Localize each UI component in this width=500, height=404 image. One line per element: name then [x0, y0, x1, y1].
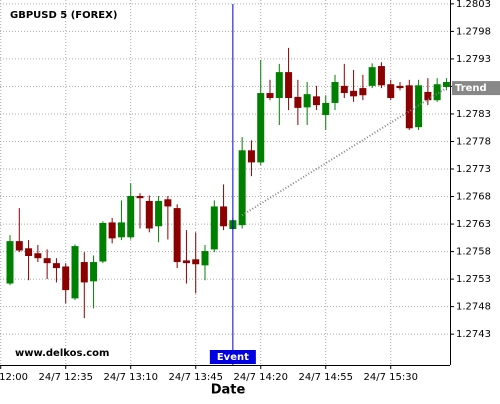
- x-tick-label: 24/7 14:20: [233, 372, 287, 383]
- chart-title: GBPUSD 5 (FOREX): [10, 10, 117, 21]
- candle-body: [331, 82, 339, 103]
- candle-body: [424, 91, 432, 101]
- candle-body: [266, 93, 274, 98]
- x-tick-label: 24/7 13:10: [103, 372, 157, 383]
- candle-body: [182, 260, 190, 264]
- candle-body: [90, 262, 98, 282]
- candle-body: [377, 66, 385, 86]
- candles: [6, 47, 450, 319]
- candle-body: [99, 222, 107, 262]
- x-axis-label: Date: [211, 383, 246, 398]
- candle-body: [6, 241, 14, 284]
- candle-body: [396, 85, 404, 89]
- candle-body: [387, 84, 395, 98]
- candle-body: [145, 200, 153, 229]
- candle-body: [322, 102, 330, 116]
- annotations: 1.2743 1.2748 1.2753 1.2758 1.2763 1.2768 1.27…: [0, 0, 500, 383]
- candle-body: [442, 82, 450, 87]
- x-tick-label: 24/7 15:30: [363, 372, 417, 383]
- candle-body: [405, 85, 413, 129]
- candle-body: [433, 84, 441, 101]
- y-tick-label: 1.2743: [456, 329, 491, 340]
- watermark: www.delkos.com: [15, 348, 109, 359]
- candle-body: [220, 206, 228, 227]
- candle-body: [303, 94, 311, 108]
- y-tick-label: 1.2768: [456, 192, 491, 203]
- y-tick-label: 1.2793: [456, 54, 491, 65]
- candle-body: [340, 85, 348, 94]
- candle-body: [127, 195, 135, 238]
- candle-body: [210, 206, 218, 250]
- candle-body: [368, 67, 376, 86]
- candle-body: [312, 96, 320, 106]
- candle-body: [173, 208, 181, 263]
- candle-body: [164, 199, 172, 207]
- y-tick-label: 1.2763: [456, 219, 491, 230]
- candle-body: [43, 258, 51, 264]
- y-tick-label: 1.2803: [456, 0, 491, 10]
- x-tick-label: 24/7 12:35: [38, 372, 92, 383]
- y-tick-label: 1.2778: [456, 136, 491, 147]
- x-tick-label: 24/7 13:45: [168, 372, 222, 383]
- candle-body: [294, 96, 302, 108]
- candle-body: [136, 195, 144, 199]
- candle-body: [275, 72, 283, 98]
- x-tick-label: 24/7 14:55: [298, 372, 352, 383]
- trend-label-box: [452, 81, 500, 96]
- trend-line: [241, 87, 447, 217]
- candle-body: [71, 246, 79, 299]
- candle-body: [247, 150, 255, 163]
- candle-body: [62, 266, 70, 291]
- y-tick-label: 1.2773: [456, 164, 491, 175]
- candle-body: [201, 251, 209, 266]
- y-tick-label: 1.2798: [456, 26, 491, 37]
- candle-body: [350, 90, 358, 97]
- y-tick-label: 1.2748: [456, 302, 491, 313]
- y-tick-label: 1.2753: [456, 274, 491, 285]
- candle-body: [15, 241, 23, 251]
- candle-body: [117, 222, 125, 238]
- candle-body: [238, 150, 246, 226]
- grid: [0, 0, 454, 369]
- candle-body: [25, 248, 33, 256]
- candle-body: [285, 72, 293, 98]
- candle-body: [52, 263, 60, 269]
- candle-body: [359, 88, 367, 96]
- y-tick-label: 1.2783: [456, 109, 491, 120]
- event-label-box: [209, 350, 256, 364]
- candle-body: [34, 253, 42, 259]
- candle-body: [80, 262, 88, 283]
- candle-body: [155, 200, 163, 227]
- trend-label: Trend: [455, 83, 487, 94]
- x-tick-label: 24/7 12:00: [0, 372, 28, 383]
- event-label: Event: [217, 352, 249, 363]
- candle-body: [108, 222, 116, 239]
- y-tick-label: 1.2758: [456, 247, 491, 258]
- candle-body: [192, 259, 200, 265]
- candle-body: [257, 93, 265, 163]
